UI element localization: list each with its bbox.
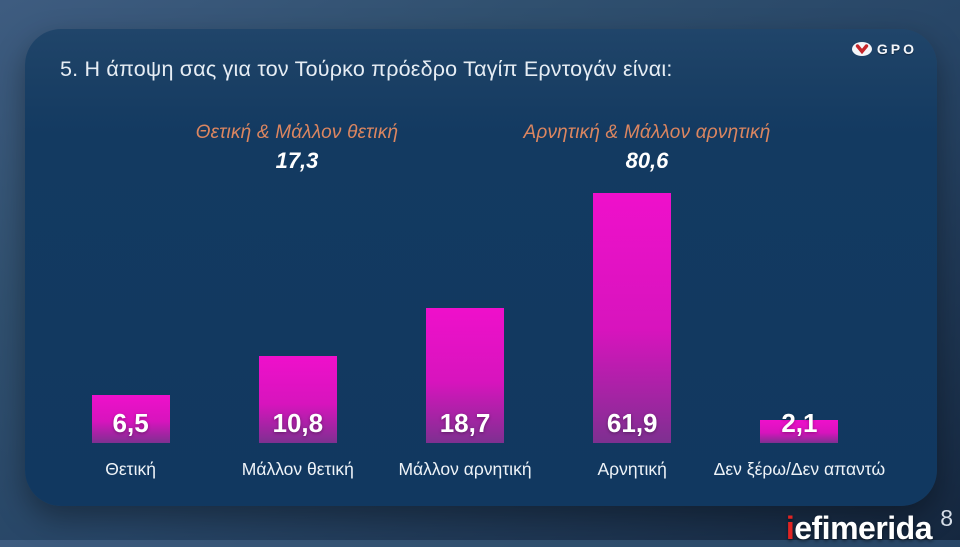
bar-value-label: 10,8 [272, 408, 324, 439]
bar-category-label: Μάλλον αρνητική [398, 459, 532, 479]
bar [760, 420, 839, 443]
bar [426, 308, 504, 443]
bar-slot: 61,9 Αρνητική [549, 29, 716, 479]
bar-category-label: Δεν ξέρω/Δεν απαντώ [713, 459, 886, 479]
bar-value-label: 18,7 [439, 408, 491, 439]
bar-slot: 18,7 Μάλλον αρνητική [381, 29, 548, 479]
bar-value-label: 2,1 [781, 408, 818, 439]
slide-card: 5. Η άποψη σας για τον Τούρκο πρόεδρο Τα… [25, 29, 937, 506]
summary-negative-label: Αρνητική & Μάλλον αρνητική [523, 122, 771, 143]
bar [593, 193, 672, 443]
page-number: 8 [940, 505, 953, 531]
bar-value-label: 61,9 [606, 408, 658, 439]
bar-category-label: Θετική [105, 459, 156, 479]
slide-title: 5. Η άποψη σας για τον Τούρκο πρόεδρο Τα… [60, 57, 673, 81]
summary-positive-value: 17,3 [275, 148, 319, 173]
summary-negative-value: 80,6 [625, 148, 669, 173]
bar-slot: 6,5 Θετική [47, 29, 214, 479]
bar [258, 356, 337, 443]
summary-negative: Αρνητική & Μάλλον αρνητική 80,6 [467, 122, 827, 174]
bar-chart: 6,5 Θετική 10,8 Μάλλον θετική 18,7 Μάλλο… [47, 29, 885, 479]
bar-category-label: Μάλλον θετική [241, 459, 354, 479]
iefimerida-logo-rest: efimerida [794, 510, 932, 546]
bar-value-label: 6,5 [112, 408, 149, 439]
bar-slot: 2,1 Δεν ξέρω/Δεν απαντώ [714, 29, 885, 479]
bar [91, 395, 170, 443]
gpo-check-icon [851, 42, 872, 56]
bar-category-label: Αρνητική [597, 459, 667, 479]
gpo-logo-text: GPO [876, 41, 917, 57]
iefimerida-logo-i: i [785, 510, 795, 546]
summary-positive: Θετική & Μάλλον θετική 17,3 [137, 122, 457, 174]
gpo-logo: GPO [851, 38, 917, 60]
bar-slot: 10,8 Μάλλον θετική [214, 29, 381, 479]
summary-positive-label: Θετική & Μάλλον θετική [195, 122, 399, 143]
iefimerida-logo: iefimerida [785, 510, 933, 547]
